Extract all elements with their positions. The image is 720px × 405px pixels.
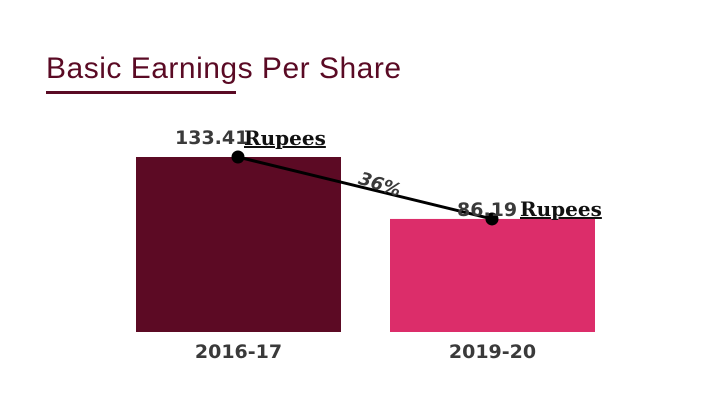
trend-line: [237, 155, 493, 221]
bar-2019-20: [390, 218, 595, 332]
title-underline: [46, 91, 236, 94]
data-label: 133.41: [175, 127, 248, 149]
bar-2016-17: [136, 157, 341, 332]
trend-point-2019-20: [485, 212, 499, 226]
change-percent-label: 36%: [356, 168, 403, 201]
unit-label: Rupees: [244, 126, 326, 150]
x-tick-label: 2016-17: [195, 341, 282, 363]
trend-point-2016-17: [231, 150, 245, 164]
x-tick-label: 2019-20: [449, 341, 536, 363]
unit-label: Rupees: [520, 197, 602, 221]
chart-title: Basic Earnings Per Share: [46, 52, 402, 85]
data-label: 86.19: [457, 199, 517, 221]
